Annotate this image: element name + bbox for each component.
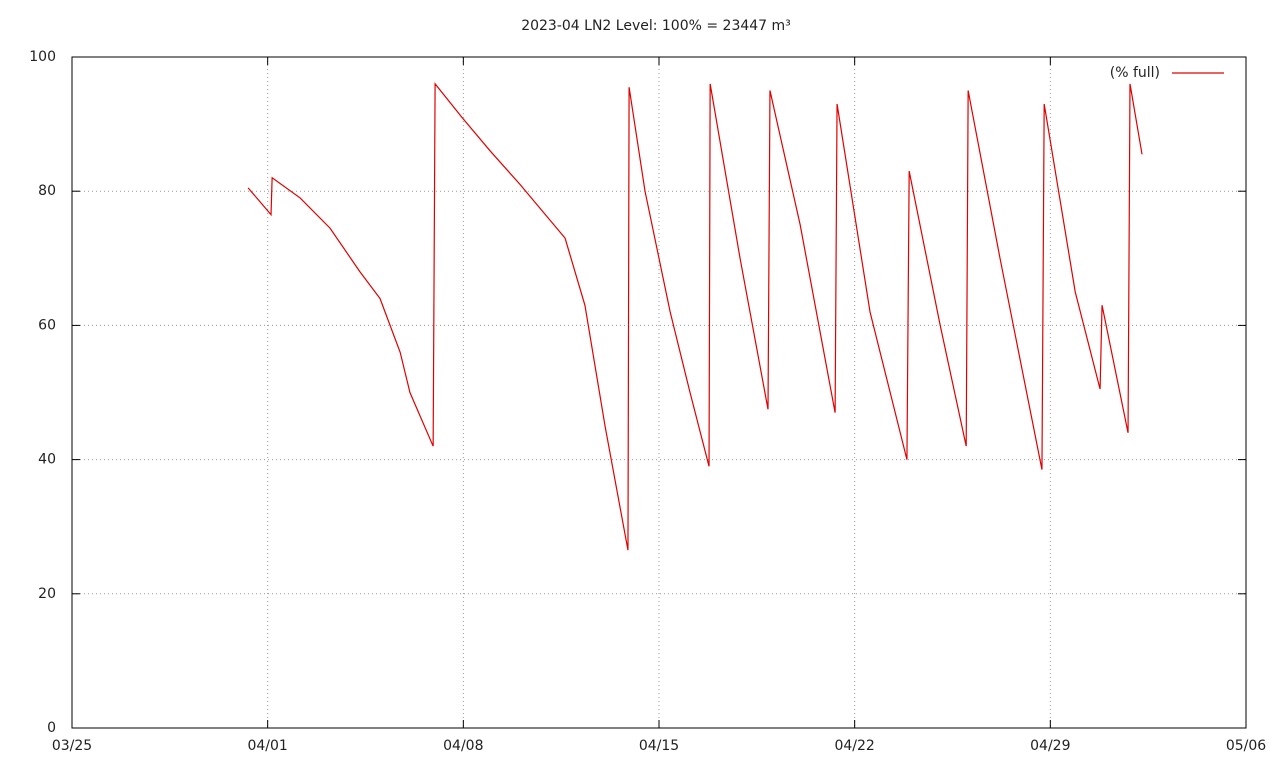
x-tick-label: 04/22 <box>834 738 874 754</box>
y-tick-label: 20 <box>38 586 56 602</box>
y-tick-label: 80 <box>38 183 56 199</box>
data-line <box>247 82 1143 551</box>
y-tick-label: 100 <box>29 49 56 65</box>
x-tick-label: 04/15 <box>639 738 679 754</box>
chart-title: 2023-04 LN2 Level: 100% = 23447 m³ <box>521 18 791 34</box>
x-tick-label: 04/29 <box>1030 738 1070 754</box>
x-tick-label: 05/06 <box>1226 738 1266 754</box>
plot-frame <box>71 56 1247 729</box>
y-tick-label: 0 <box>47 720 56 736</box>
x-tick-label: 04/01 <box>247 738 287 754</box>
x-tick-label: 03/25 <box>52 738 92 754</box>
legend-label: (% full) <box>1110 65 1160 81</box>
y-tick-label: 60 <box>38 317 56 333</box>
y-tick-label: 40 <box>38 452 56 468</box>
x-tick-label: 04/08 <box>443 738 483 754</box>
